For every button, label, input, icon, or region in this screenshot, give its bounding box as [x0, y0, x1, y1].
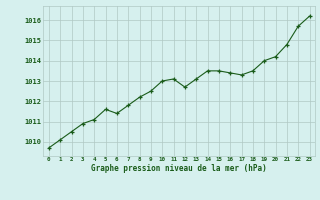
X-axis label: Graphe pression niveau de la mer (hPa): Graphe pression niveau de la mer (hPa) [91, 164, 267, 173]
